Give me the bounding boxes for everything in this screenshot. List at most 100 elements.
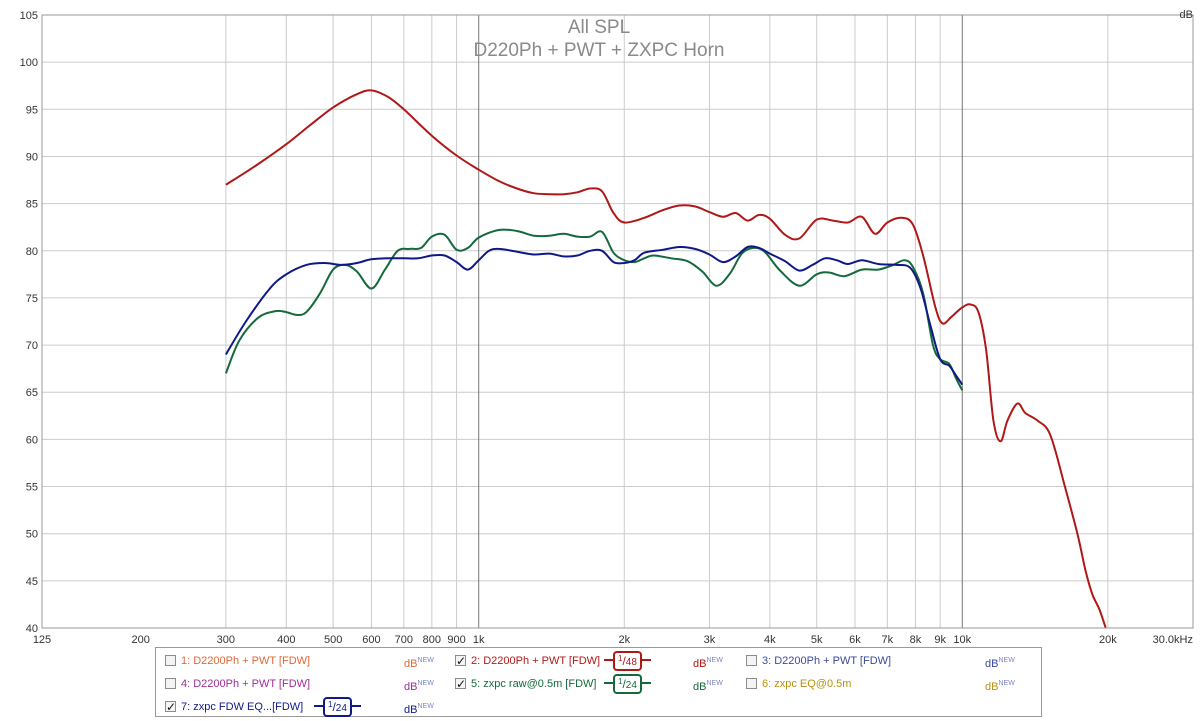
smoothing-indicator[interactable]: 1/24: [314, 697, 361, 717]
x-tick-label: 125: [33, 634, 51, 646]
y-axis: 40 45 50 55 60 65 70 75 80 85 90 95 100 105: [20, 10, 38, 635]
x-tick-label: 5k: [811, 634, 823, 646]
x-tick-label: 20k: [1099, 634, 1117, 646]
smoothing-slash: /: [332, 700, 336, 714]
legend-label: 4: D2200Ph + PWT [FDW]: [181, 678, 311, 690]
legend-db-new-badge: NEW: [998, 657, 1015, 664]
legend-item-2: 2: D2200Ph + PWT [FDW] 1/48 dBNEW: [455, 651, 733, 671]
grid: [42, 14, 1193, 629]
legend-item-1: 1: D2200Ph + PWT [FDW] dBNEW: [165, 651, 444, 671]
smoothing-line-left: [604, 659, 613, 661]
series-layer: [224, 89, 1107, 629]
x-tick-label: 8k: [910, 634, 922, 646]
x-tick-label: 3k: [704, 634, 716, 646]
y-tick-label: 95: [26, 104, 38, 116]
x-tick-label: 500: [324, 634, 342, 646]
legend-db-new-badge: NEW: [417, 703, 434, 710]
smoothing-line-right: [641, 682, 651, 684]
x-tick-label: 30.0kHz: [1153, 634, 1193, 646]
smoothing-denominator: 24: [335, 703, 347, 714]
legend-db-new-badge: NEW: [417, 680, 434, 687]
legend-label: 3: D2200Ph + PWT [FDW]: [762, 655, 892, 667]
x-tick-label: 6k: [849, 634, 861, 646]
legend-item-5: 5: zxpc raw@0.5m [FDW] 1/24 dBNEW: [455, 674, 733, 694]
legend-checkbox-1[interactable]: [165, 655, 176, 666]
legend-item-4: 4: D2200Ph + PWT [FDW] dBNEW: [165, 674, 444, 694]
x-tick-label: 4k: [764, 634, 776, 646]
smoothing-indicator[interactable]: 1/24: [604, 674, 651, 694]
y-tick-label: 90: [26, 151, 38, 163]
legend-label: 1: D2200Ph + PWT [FDW]: [181, 655, 311, 667]
chart-title: All SPL: [568, 17, 630, 38]
legend-db-new-badge: NEW: [706, 680, 723, 687]
smoothing-line-left: [314, 705, 323, 707]
smoothing-box: 1/24: [323, 697, 352, 717]
smoothing-numerator: 1: [328, 700, 333, 709]
legend-db-label[interactable]: dBNEW: [985, 657, 1015, 670]
legend-db-label[interactable]: dBNEW: [693, 657, 723, 670]
y-tick-label: 50: [26, 529, 38, 541]
smoothing-numerator: 1: [618, 654, 623, 663]
legend-checkbox-5[interactable]: [455, 674, 466, 694]
y-tick-label: 55: [26, 482, 38, 494]
x-tick-label: 9k: [934, 634, 946, 646]
smoothing-box: 1/48: [613, 651, 642, 671]
legend-db-label[interactable]: dBNEW: [985, 680, 1015, 693]
smoothing-line-right: [641, 659, 651, 661]
series-line-1: [225, 89, 1107, 629]
y-tick-label: 45: [26, 576, 38, 588]
legend-item-3: 3: D2200Ph + PWT [FDW] dBNEW: [746, 651, 1025, 671]
x-tick-label: 900: [447, 634, 465, 646]
legend-db-label[interactable]: dBNEW: [404, 703, 434, 716]
legend-db-new-badge: NEW: [998, 680, 1015, 687]
y-tick-label: 75: [26, 293, 38, 305]
y-tick-label: 80: [26, 246, 38, 258]
x-axis: 125 200 300 400 500 600 700 800 900 1k 2k 3k 4k 5k 6k 7…: [33, 634, 1193, 646]
y-tick-label: 70: [26, 340, 38, 352]
smoothing-slash: /: [622, 677, 626, 691]
smoothing-indicator[interactable]: 1/48: [604, 651, 651, 671]
series-line-2: [224, 228, 964, 391]
x-tick-label: 700: [395, 634, 413, 646]
legend-db-new-badge: NEW: [417, 657, 434, 664]
legend-checkbox-4[interactable]: [165, 678, 176, 689]
plot-frame: [41, 14, 1194, 629]
legend-label: 5: zxpc raw@0.5m [FDW]: [471, 678, 597, 690]
smoothing-slash: /: [622, 654, 626, 668]
chart-subtitle: D220Ph + PWT + ZXPC Horn: [474, 40, 725, 61]
x-tick-label: 2k: [618, 634, 630, 646]
x-tick-label: 300: [217, 634, 235, 646]
legend: 1: D2200Ph + PWT [FDW]dBNEW2: D2200Ph + …: [155, 647, 1042, 717]
y-tick-label: 60: [26, 434, 38, 446]
y-tick-label: 65: [26, 387, 38, 399]
y-tick-label: 105: [20, 10, 38, 22]
legend-label: 6: zxpc EQ@0.5m: [762, 678, 852, 690]
legend-checkbox-2[interactable]: [455, 651, 466, 671]
x-tick-label: 400: [277, 634, 295, 646]
legend-item-7: 7: zxpc FDW EQ...[FDW] 1/24 dBNEW: [165, 697, 444, 717]
spl-chart: 40 45 50 55 60 65 70 75 80 85 90 95 100 105 125 200 300…: [20, 9, 1194, 646]
legend-checkbox-7[interactable]: [165, 697, 176, 717]
x-tick-label: 800: [423, 634, 441, 646]
legend-label: 7: zxpc FDW EQ...[FDW]: [181, 701, 304, 713]
legend-db-label[interactable]: dBNEW: [404, 680, 434, 693]
legend-checkbox-6[interactable]: [746, 678, 757, 689]
y-tick-label: 40: [26, 623, 38, 635]
smoothing-line-right: [351, 705, 361, 707]
x-tick-label: 600: [362, 634, 380, 646]
legend-db-label[interactable]: dBNEW: [693, 680, 723, 693]
legend-db-label[interactable]: dBNEW: [404, 657, 434, 670]
legend-checkbox-3[interactable]: [746, 655, 757, 666]
x-tick-label: 10k: [953, 634, 971, 646]
series-line-3: [225, 245, 964, 386]
y-axis-label: dB: [1180, 9, 1193, 21]
smoothing-line-left: [604, 682, 613, 684]
smoothing-numerator: 1: [618, 677, 623, 686]
legend-label: 2: D2200Ph + PWT [FDW]: [471, 655, 601, 667]
smoothing-box: 1/24: [613, 674, 642, 694]
x-tick-label: 1k: [473, 634, 485, 646]
legend-db-new-badge: NEW: [706, 657, 723, 664]
smoothing-denominator: 24: [625, 680, 637, 691]
y-tick-label: 100: [20, 57, 38, 69]
x-tick-label: 200: [132, 634, 150, 646]
